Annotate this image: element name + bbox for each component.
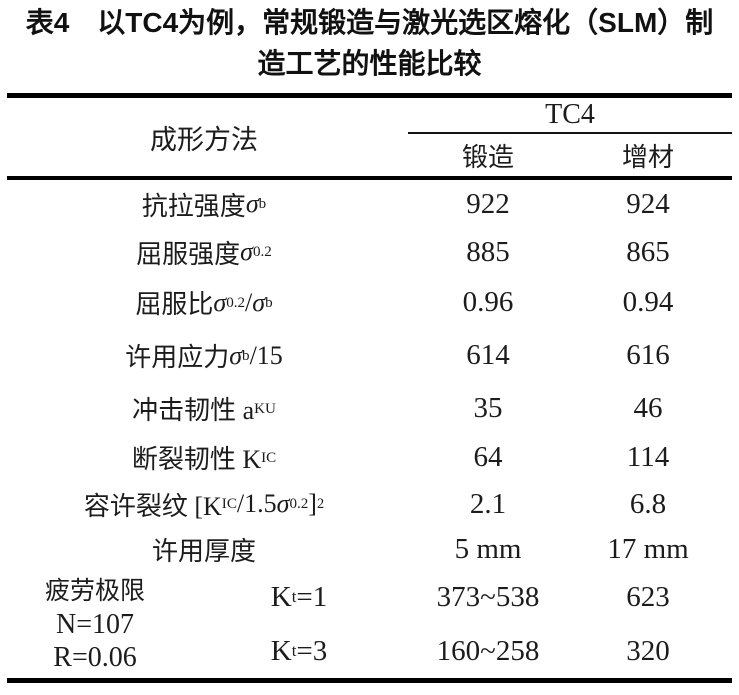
am-value: 865 (626, 235, 670, 268)
row-label: 断裂韧性 K IC (131, 445, 277, 474)
table-row: 容许裂纹 [K IC/1.5 σ 0.2] 2 2.1 6.8 (0, 480, 739, 528)
row-label: 冲击韧性 a KU (132, 396, 276, 425)
forge-value: 64 (473, 441, 503, 473)
table-row: 许用厚度 5 mm 17 mm (0, 528, 739, 570)
table-row: 冲击韧性 a KU 35 46 (0, 382, 739, 435)
forge-value: 35 (473, 392, 503, 424)
am-value: 17 mm (607, 532, 689, 565)
forge-column-header: 锻造 (461, 142, 514, 172)
fatigue-label-line: R=0.06 (53, 641, 137, 673)
row-label: 许用应力 σ b/15 (125, 340, 283, 373)
forge-value: 922 (466, 187, 510, 220)
table-top-rule (7, 93, 732, 98)
am-value: 616 (626, 339, 670, 371)
method-header-cell: 成形方法 (150, 124, 258, 155)
row-label: 屈服比 σ 0.2/σ b (135, 287, 273, 320)
tc4-header-block: TC4 锻造 增材 (408, 98, 732, 176)
row-label: 许用厚度 (151, 536, 256, 566)
table-header: 成形方法 TC4 锻造 增材 (0, 98, 739, 176)
am-value: 0.94 (622, 286, 674, 318)
table-caption: 表4 以TC4为例，常规锻造与激光选区熔化（SLM）制 造工艺的性能比较 (0, 0, 739, 84)
forge-value: 885 (466, 235, 510, 268)
am-value: 46 (633, 392, 663, 424)
tc4-group-header: TC4 (408, 98, 732, 134)
table-header-rule (7, 176, 732, 180)
am-value: 623 (626, 580, 670, 613)
fatigue-label-line: 疲劳极限 (44, 577, 145, 605)
table-caption-line2: 造工艺的性能比较 (257, 48, 482, 79)
sub-header-row: 锻造 增材 (408, 134, 732, 176)
table-row: 屈服强度 σ 0.2 885 865 (0, 228, 739, 276)
forge-value: 160~258 (436, 634, 540, 667)
row-label: 屈服强度 σ 0.2 (136, 237, 272, 269)
table-row: 屈服比 σ 0.2/σ b 0.96 0.94 (0, 276, 739, 329)
table-row: 许用应力 σ b/15 614 616 (0, 329, 739, 382)
table-body: 抗拉强度 σ b 922 924 屈服强度 σ 0.2 885 865 屈服比 σ 0.2/σ b 0… (0, 180, 739, 570)
forge-value: 2.1 (469, 487, 507, 520)
row-label: 容许裂纹 [K IC/1.5 σ 0.2] 2 (83, 489, 325, 521)
fatigue-label-line: N=107 (55, 608, 134, 640)
am-value: 320 (626, 634, 670, 667)
am-value: 924 (626, 187, 670, 220)
table-row: 断裂韧性 K IC 64 114 (0, 435, 739, 480)
am-value: 6.8 (629, 487, 667, 520)
forge-value: 614 (466, 339, 510, 371)
am-value: 114 (626, 441, 670, 473)
table-row: 抗拉强度 σ b 922 924 (0, 180, 739, 228)
forge-value: 373~538 (436, 580, 540, 613)
forge-value: 5 mm (454, 532, 522, 565)
table-bottom-rule (7, 678, 732, 683)
table-caption-line1: 表4 以TC4为例，常规锻造与激光选区熔化（SLM）制 (25, 7, 714, 38)
fatigue-label: 疲劳极限 N=107 R=0.06 (0, 570, 190, 678)
am-column-header: 增材 (621, 142, 674, 172)
forge-value: 0.96 (462, 286, 514, 318)
